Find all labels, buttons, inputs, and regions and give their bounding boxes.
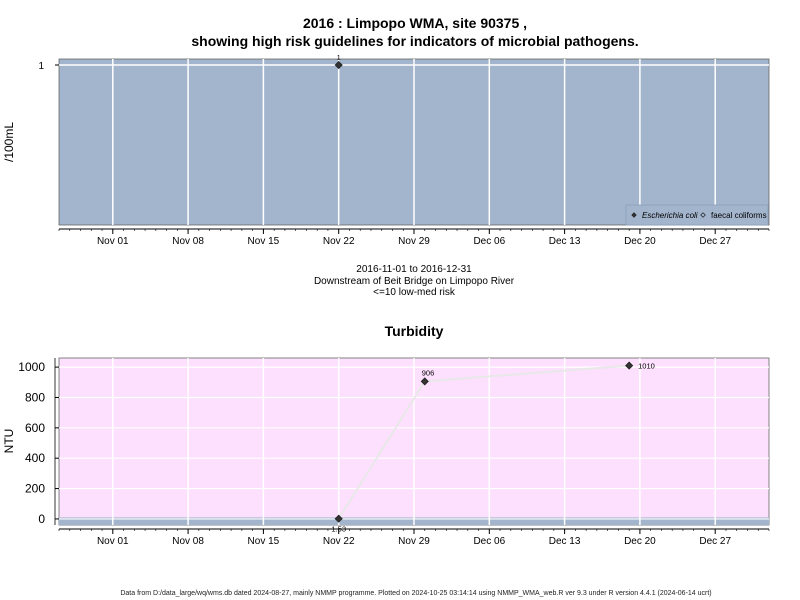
legend-box [625, 204, 769, 226]
x-tick-label: Nov 15 [248, 536, 280, 547]
footer-note: Data from D:/data_large/wq/wms.db dated … [120, 590, 712, 597]
x-tick-label: Nov 01 [97, 536, 129, 547]
x-tick-label: Dec 20 [624, 536, 656, 547]
y-tick-label: 800 [25, 390, 45, 404]
x-tick-label: Nov 08 [172, 536, 204, 547]
x-tick-label: Dec 20 [624, 236, 656, 247]
data-label: 1010 [638, 362, 655, 371]
chart-1-caption-risk: <=10 low-med risk [373, 287, 455, 298]
y-axis-label: /100mL [2, 122, 16, 162]
x-tick-label: Nov 29 [398, 236, 430, 247]
chart-1-subtitle: showing high risk guidelines for indicat… [191, 33, 639, 49]
chart-2-turbidity: 0 200 400 600 800 1000 Nov 01 Nov 08 Nov 15 Nov 2… [2, 357, 770, 547]
y-tick-label: 1 [38, 61, 44, 72]
x-tick-label: Dec 13 [549, 536, 581, 547]
data-point-ecoli [334, 60, 343, 70]
chart-1-caption-date-range: 2016-11-01 to 2016-12-31 [356, 264, 472, 275]
x-tick-label: Nov 29 [398, 536, 430, 547]
x-tick-label: Dec 13 [549, 236, 581, 247]
legend-marker-ecoli [631, 212, 637, 218]
x-tick-label: Nov 22 [323, 536, 355, 547]
data-point [625, 361, 634, 370]
y-axis-label: NTU [2, 429, 16, 454]
legend-marker-faecal [700, 212, 706, 218]
chart-1-caption-site: Downstream of Beit Bridge on Limpopo Riv… [313, 276, 515, 287]
data-point [420, 377, 429, 386]
data-point [334, 514, 343, 523]
legend: Escherichia coli faecal coliforms [625, 204, 769, 226]
y-tick-label: 0 [38, 512, 45, 526]
x-tick-label: Dec 06 [473, 236, 505, 247]
x-tick-label: Dec 27 [699, 236, 731, 247]
legend-label-faecal: faecal coliforms [711, 211, 767, 220]
x-tick-label: Dec 27 [699, 536, 731, 547]
x-tick-label: Nov 08 [172, 236, 204, 247]
x-tick-label: Nov 22 [323, 236, 355, 247]
y-tick-label: 400 [25, 451, 45, 465]
x-tick-label: Nov 01 [97, 236, 129, 247]
legend-label-ecoli: Escherichia coli [642, 211, 698, 220]
x-tick-label: Nov 15 [248, 236, 280, 247]
data-label: 906 [422, 368, 435, 377]
chart-1-microbial: 1 Nov 01 Nov 08 Nov 15 Nov 22 Nov 29 Dec 06 Dec… [2, 55, 770, 247]
chart-1-title: 2016 : Limpopo WMA, site 90375 , [302, 15, 528, 31]
x-tick-label: Dec 06 [473, 536, 505, 547]
y-tick-label: 200 [25, 482, 45, 496]
chart-2-title: Turbidity [384, 323, 444, 339]
y-tick-label: 1000 [18, 360, 45, 374]
data-label: 1 [337, 55, 341, 62]
data-label: 1.53 [331, 525, 346, 534]
y-tick-label: 600 [25, 421, 45, 435]
